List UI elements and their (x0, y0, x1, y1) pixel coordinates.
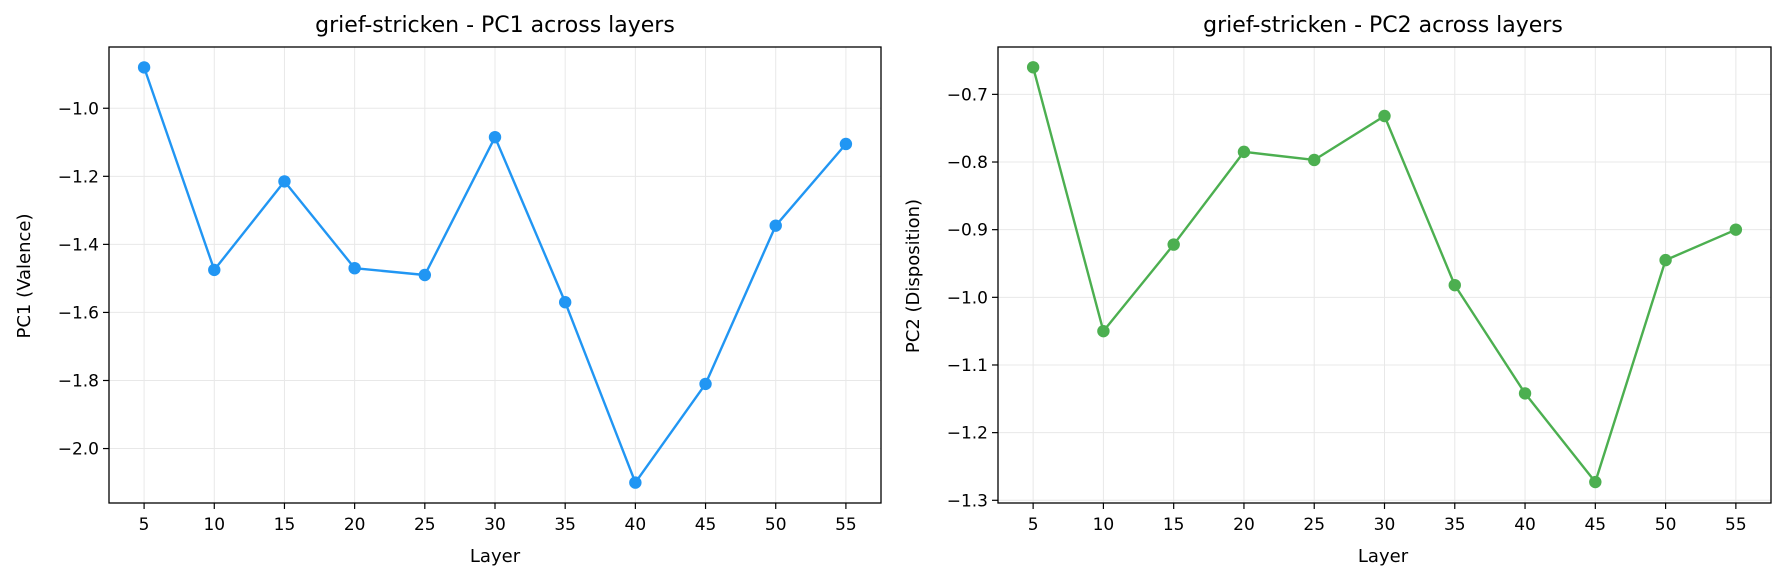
pc2-x-tick-label: 20 (1233, 515, 1255, 535)
pc1-y-tick-label: −1.6 (58, 303, 99, 323)
pc1-y-axis-label: PC1 (Valence) (14, 213, 35, 338)
pc1-x-tick-label: 55 (835, 515, 857, 535)
pc1-data-point (769, 219, 782, 232)
pc1-x-tick-label: 50 (765, 515, 787, 535)
pc2-y-tick-label: −1.1 (947, 356, 988, 376)
pc1-data-point (629, 476, 642, 489)
pc2-data-point (1308, 153, 1321, 167)
pc1-x-tick-label: 10 (203, 515, 225, 535)
pc1-x-tick-label: 45 (695, 515, 717, 535)
pc2-data-point (1378, 109, 1391, 123)
pc1-gridlines (109, 47, 881, 503)
pc2-x-tick-label: 15 (1163, 515, 1185, 535)
pc2-x-tick-label: 55 (1725, 515, 1747, 535)
pc2-data-point (1589, 475, 1602, 489)
pc2-x-tick-label: 10 (1093, 515, 1115, 535)
pc2-x-axis-label: Layer (1358, 546, 1409, 567)
pc1-data-point (488, 130, 502, 144)
pc2-y-axis-label: PC2 (Disposition) (903, 199, 924, 353)
pc1-data-point (699, 377, 712, 391)
pc1-data-point (418, 268, 432, 282)
pc2-data-point (1026, 61, 1040, 74)
pc1-x-tick-label: 35 (554, 515, 576, 535)
pc2-data-point (1659, 253, 1672, 267)
pc2-x-tick-label: 50 (1655, 515, 1677, 535)
pc1-chart-title: grief-stricken - PC1 across layers (315, 13, 675, 38)
pc2-gridlines (998, 47, 1771, 503)
pc1-panel: grief-stricken - PC1 across layers Layer… (14, 13, 882, 567)
pc1-y-tick-label: −1.8 (58, 371, 99, 391)
pc2-plot-frame (997, 46, 1772, 504)
pc1-data-point (839, 137, 853, 151)
pc2-y-tick-label: −1.3 (947, 491, 988, 511)
pc1-data-point (558, 296, 572, 309)
pc1-data-point (348, 261, 361, 275)
pc2-y-tick-label: −1.0 (947, 288, 988, 308)
pc2-data-point (1729, 223, 1743, 236)
pc2-data-point (1167, 238, 1180, 251)
pc2-chart-title: grief-stricken - PC2 across layers (1203, 13, 1563, 38)
pc2-data-point (1518, 387, 1532, 400)
pc1-data-point (137, 61, 151, 74)
pc2-x-tick-label: 35 (1444, 515, 1466, 535)
pc1-y-tick-label: −1.0 (58, 99, 99, 119)
pc1-y-tick-label: −2.0 (58, 440, 99, 460)
pc2-y-tick-label: −0.7 (947, 85, 988, 105)
pc2-data-point (1097, 324, 1110, 338)
pc2-x-tick-label: 5 (1028, 515, 1039, 535)
pc1-x-tick-label: 5 (139, 515, 150, 535)
pc2-x-tick-label: 40 (1514, 515, 1536, 535)
pc2-y-tick-label: −1.2 (947, 424, 988, 444)
pc1-x-tick-label: 20 (344, 515, 366, 535)
pc2-panel: grief-stricken - PC2 across layers Layer… (903, 13, 1772, 567)
pc1-x-axis-label: Layer (470, 546, 521, 567)
pc1-data-point (278, 175, 291, 188)
pc2-y-tick-label: −0.9 (947, 221, 988, 241)
pc2-data-point (1448, 278, 1461, 292)
pc1-x-tick-label: 25 (414, 515, 436, 535)
pc2-x-tick-label: 30 (1374, 515, 1396, 535)
pc2-y-tick-label: −0.8 (947, 153, 988, 173)
pc1-x-tick-label: 40 (625, 515, 647, 535)
pc1-y-tick-label: −1.4 (58, 235, 99, 255)
pc1-x-tick-label: 15 (274, 515, 296, 535)
pc2-x-tick-label: 25 (1303, 515, 1325, 535)
pc1-data-point (208, 263, 221, 277)
pc1-y-tick-label: −1.2 (58, 167, 99, 187)
pc1-plot-frame (108, 46, 882, 504)
pc2-x-tick-label: 45 (1584, 515, 1606, 535)
pc2-data-point (1237, 145, 1251, 159)
pc1-x-tick-label: 30 (484, 515, 506, 535)
